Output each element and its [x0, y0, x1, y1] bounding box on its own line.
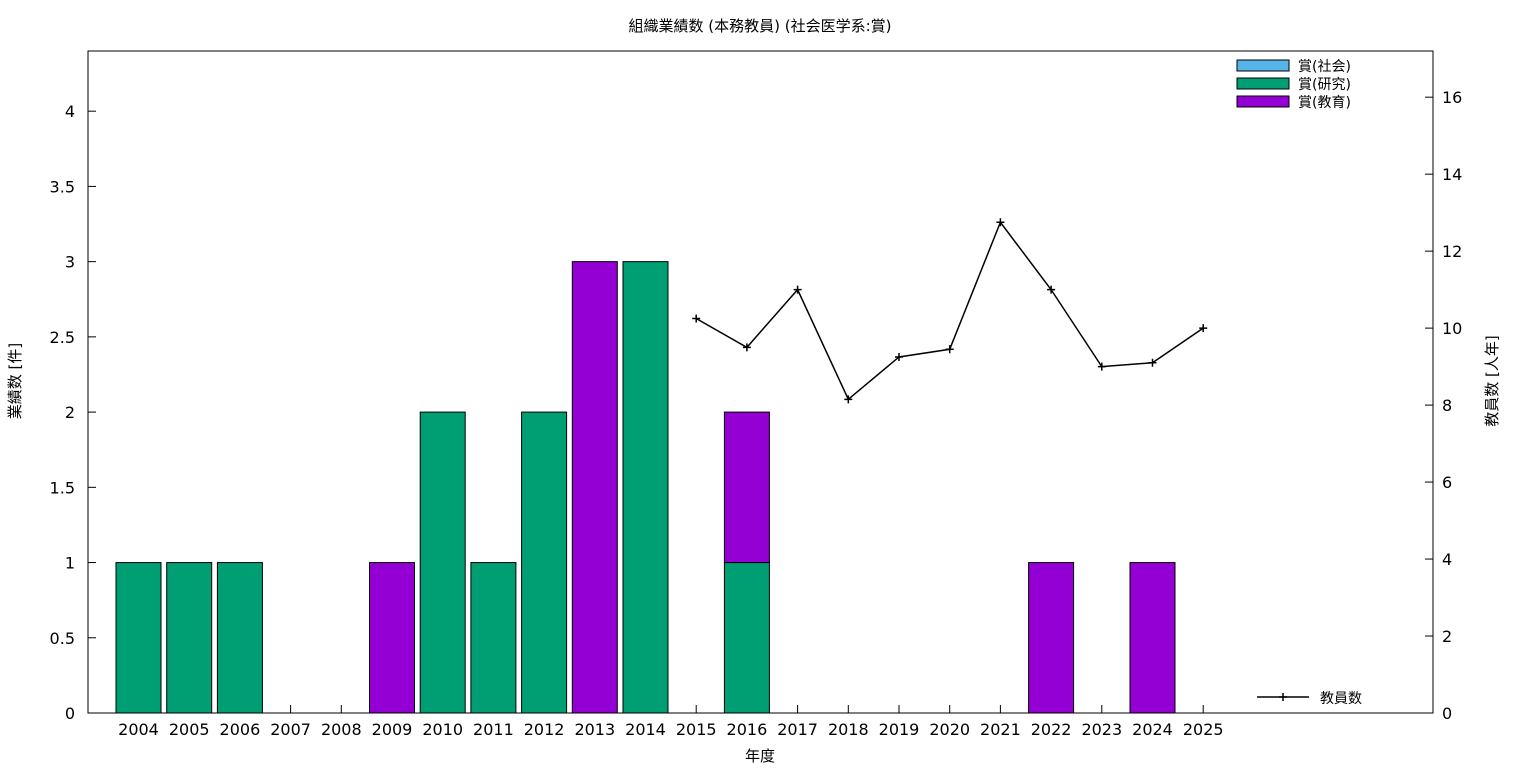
- bar: [723, 411, 770, 564]
- bar: [1129, 562, 1176, 714]
- line-point: [1199, 324, 1208, 333]
- line-point: [793, 285, 802, 294]
- x-tick-label: 2017: [777, 720, 818, 739]
- legend-label: 教員数: [1320, 691, 1362, 707]
- bar: [1028, 562, 1075, 714]
- y-tick-label: 0.5: [50, 629, 75, 648]
- bar: [521, 411, 568, 714]
- y-tick-label: 3.5: [50, 177, 75, 196]
- y-tick-label: 2.5: [50, 328, 75, 347]
- line-point: [945, 345, 954, 354]
- bar: [369, 562, 415, 714]
- y2-tick-label: 2: [1442, 627, 1452, 646]
- line-point: [996, 218, 1005, 227]
- y-axis-label: 業績数 [件]: [6, 343, 24, 419]
- x-tick-label: 2018: [828, 720, 869, 739]
- x-axis-label: 年度: [745, 747, 775, 765]
- y2-tick-label: 12: [1442, 242, 1462, 261]
- y2-axis-label: 教員数 [人年]: [1483, 335, 1501, 426]
- line-point: [844, 395, 853, 404]
- x-tick-label: 2006: [220, 720, 261, 739]
- y2-tick-label: 14: [1442, 165, 1462, 184]
- bar: [115, 562, 162, 714]
- x-tick-label: 2009: [372, 720, 413, 739]
- legend-line-marker: [1279, 693, 1287, 701]
- y2-tick-label: 16: [1442, 88, 1462, 107]
- legend-label: 賞(社会): [1298, 59, 1351, 75]
- line-point: [1047, 285, 1056, 294]
- y-tick-label: 4: [65, 102, 75, 121]
- y2-tick-label: 4: [1442, 550, 1452, 569]
- line-point: [1148, 358, 1157, 367]
- bar: [723, 562, 770, 714]
- y2-tick-label: 0: [1442, 704, 1452, 723]
- y2-tick-label: 10: [1442, 319, 1462, 338]
- x-tick-label: 2024: [1132, 720, 1173, 739]
- legend-label: 賞(教育): [1298, 95, 1351, 111]
- bar: [622, 261, 669, 714]
- line-point: [895, 352, 903, 361]
- y-tick-label: 3: [65, 253, 75, 272]
- x-tick-label: 2010: [422, 720, 463, 739]
- y-tick-label: 2: [65, 403, 75, 422]
- legend-swatch: [1236, 59, 1290, 72]
- x-tick-label: 2025: [1183, 720, 1224, 739]
- bar: [166, 562, 213, 714]
- bar: [419, 411, 466, 714]
- y2-tick-label: 8: [1442, 396, 1452, 415]
- x-tick-label: 2021: [980, 720, 1021, 739]
- bar: [571, 261, 618, 714]
- x-tick-label: 2019: [879, 720, 920, 739]
- x-tick-label: 2023: [1081, 720, 1122, 739]
- x-tick-label: 2004: [118, 720, 159, 739]
- y-tick-label: 1: [65, 554, 75, 573]
- plot-area: 0 0.5 1 1.5 2 2.5 3 3.5 4 0 2 4 6 8 10 12 14 16 2004 2005 20…: [50, 50, 1462, 739]
- x-tick-label: 2022: [1031, 720, 1072, 739]
- x-tick-label: 2008: [321, 720, 362, 739]
- x-tick-label: 2020: [929, 720, 970, 739]
- line-series-path: [695, 220, 1204, 401]
- x-tick-label: 2015: [676, 720, 717, 739]
- line-point: [1097, 362, 1106, 371]
- x-tick-label: 2011: [473, 720, 514, 739]
- y-tick-label: 1.5: [50, 478, 75, 497]
- line-point: [742, 343, 751, 352]
- x-tick-label: 2013: [574, 720, 615, 739]
- x-tick-label: 2014: [625, 720, 666, 739]
- x-tick-label: 2016: [727, 720, 768, 739]
- line-point: [692, 314, 701, 323]
- x-tick-label: 2012: [524, 720, 565, 739]
- legend-swatch: [1236, 77, 1290, 90]
- y-tick-label: 0: [65, 704, 75, 723]
- legend-label: 賞(研究): [1298, 77, 1351, 93]
- chart-title: 組織業績数 (本務教員) (社会医学系:賞): [629, 17, 892, 35]
- y2-tick-label: 6: [1442, 473, 1452, 492]
- bar: [470, 562, 517, 714]
- x-tick-label: 2007: [270, 720, 311, 739]
- x-tick-label: 2005: [169, 720, 210, 739]
- legend-swatch: [1236, 95, 1290, 108]
- bar: [216, 562, 263, 714]
